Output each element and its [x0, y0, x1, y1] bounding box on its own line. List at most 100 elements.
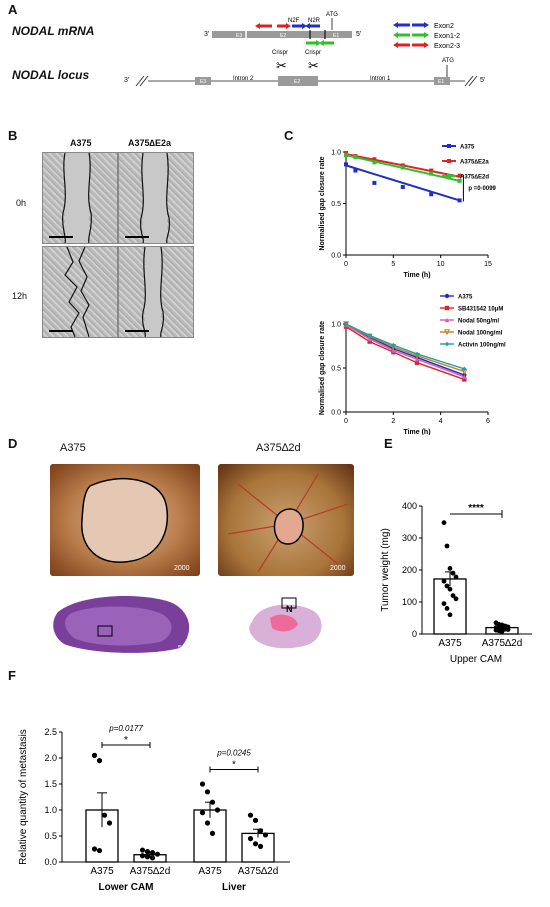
legend-marker	[444, 305, 450, 311]
group-label-lower-cam: Lower CAM	[99, 882, 154, 893]
data-point	[353, 155, 358, 160]
mrna-exon1: E1	[333, 33, 339, 39]
data-point	[450, 570, 456, 576]
legend-marker	[444, 317, 450, 323]
data-point	[457, 198, 462, 203]
micrograph-a375e2a-0h	[118, 152, 194, 244]
mrna-atg: ATG	[326, 12, 338, 18]
b-row-0h: 0h	[16, 198, 27, 208]
caption-upper-cam: Upper CAM	[450, 654, 502, 664]
data-point	[257, 828, 264, 834]
data-point	[209, 830, 216, 836]
data-point	[457, 173, 462, 178]
x-tick-label: A375	[438, 638, 462, 649]
mrna-5prime: 5'	[356, 31, 361, 38]
data-point	[414, 351, 420, 357]
p-value-1: p=0.0245	[216, 748, 251, 757]
data-point	[462, 377, 467, 382]
x-tick-label: 4	[439, 418, 443, 425]
data-point	[209, 799, 216, 805]
data-point	[144, 849, 151, 855]
y-tick-label: 1.0	[331, 150, 341, 157]
legend-exon2: Exon2	[393, 22, 454, 30]
data-point	[444, 606, 450, 611]
scissors-icon-2: ✂	[308, 58, 319, 73]
y-tick-label: 0.0	[331, 253, 341, 260]
crispr-label-1: Crispr	[272, 50, 288, 56]
panel-c-label: C	[284, 128, 294, 143]
legend-label: Nodal 100ng/ml	[458, 331, 503, 337]
scale-histo-a375d2d: 500	[332, 645, 344, 652]
x-axis-label: Time (h)	[403, 272, 430, 279]
y-tick-label: 400	[402, 501, 417, 511]
bar-3	[241, 832, 275, 863]
locus-exon3	[195, 77, 211, 85]
data-point	[400, 163, 405, 168]
legend-marker	[447, 159, 451, 163]
x-tick-label: 2	[391, 418, 395, 425]
svg-text:Exon2-3: Exon2-3	[434, 43, 460, 50]
x-tick-label: A375	[90, 866, 114, 877]
data-point	[447, 586, 453, 592]
legend-exon1-2: Exon1-2	[393, 32, 460, 40]
panel-f-label: F	[8, 668, 16, 683]
x-tick-label: 5	[391, 261, 395, 268]
legend-label: A375∆E2d	[460, 174, 489, 181]
mrna-bar	[212, 31, 352, 38]
series-line-4	[345, 323, 465, 370]
data-point	[344, 151, 348, 156]
legend-label: A375	[458, 295, 473, 301]
legend-label: A375∆E2a	[460, 159, 489, 166]
crispr-label-2: Crispr	[305, 50, 321, 56]
data-point	[144, 854, 151, 860]
locus-title: NODAL locus	[12, 68, 90, 82]
y-tick-label: 0	[412, 629, 417, 639]
x-tick-label: A375∆2d	[238, 866, 279, 877]
data-point	[149, 855, 156, 861]
locus-atg: ATG	[442, 58, 454, 64]
x-tick-label: A375∆2d	[482, 638, 523, 649]
x-tick-label: A375	[198, 866, 222, 877]
primer-arrows	[255, 23, 334, 46]
data-point	[462, 374, 467, 379]
legend-label: Nodal 50ng/ml	[458, 319, 499, 325]
legend-marker	[443, 329, 451, 336]
tumor-weight-chart: 0 100 200 300 400 Tumor weight (mg) A375 A375∆2…	[380, 501, 532, 664]
data-point	[154, 851, 161, 857]
data-point	[372, 157, 377, 162]
data-point	[444, 583, 450, 589]
y-tick-label: 0.0	[44, 857, 57, 867]
y-axis-label: Tumor weight (mg)	[380, 528, 391, 612]
legend-marker	[447, 174, 451, 178]
sig-star-1: *	[232, 759, 236, 770]
data-point	[343, 321, 349, 327]
y-tick-label: 2.5	[44, 727, 57, 737]
primer-n2r: N2R	[308, 18, 321, 24]
histology-a375d2d: N 500	[218, 592, 354, 654]
tumor-outline-a375	[81, 477, 168, 563]
mrna-exon2: E2	[280, 33, 286, 39]
y-axis-label: Normalised gap closure rate	[319, 321, 326, 415]
y-tick-label: 0.0	[331, 410, 341, 417]
x-axis-label: Time (h)	[403, 429, 430, 435]
data-point	[429, 171, 434, 176]
d-header-a375d2d: A375∆2d	[256, 442, 301, 454]
data-point	[262, 832, 269, 838]
x-tick-label: 0	[344, 418, 348, 425]
data-point	[372, 180, 377, 185]
svg-text:E3: E3	[200, 79, 206, 85]
data-point	[96, 847, 103, 854]
sig-star-0: *	[124, 735, 128, 746]
mrna-exon3: E3	[236, 33, 242, 39]
data-point	[252, 817, 259, 823]
y-axis-label: Relative quantity of metastasis	[18, 729, 29, 865]
locus-5prime: 5'	[480, 77, 485, 84]
data-point	[444, 543, 450, 549]
data-point	[367, 339, 372, 344]
data-point	[391, 342, 396, 348]
data-point	[372, 160, 377, 165]
x-tick-label: 10	[437, 261, 445, 268]
data-point	[441, 520, 447, 526]
scale-histo-a375: 500	[178, 645, 190, 652]
data-point	[429, 168, 434, 173]
